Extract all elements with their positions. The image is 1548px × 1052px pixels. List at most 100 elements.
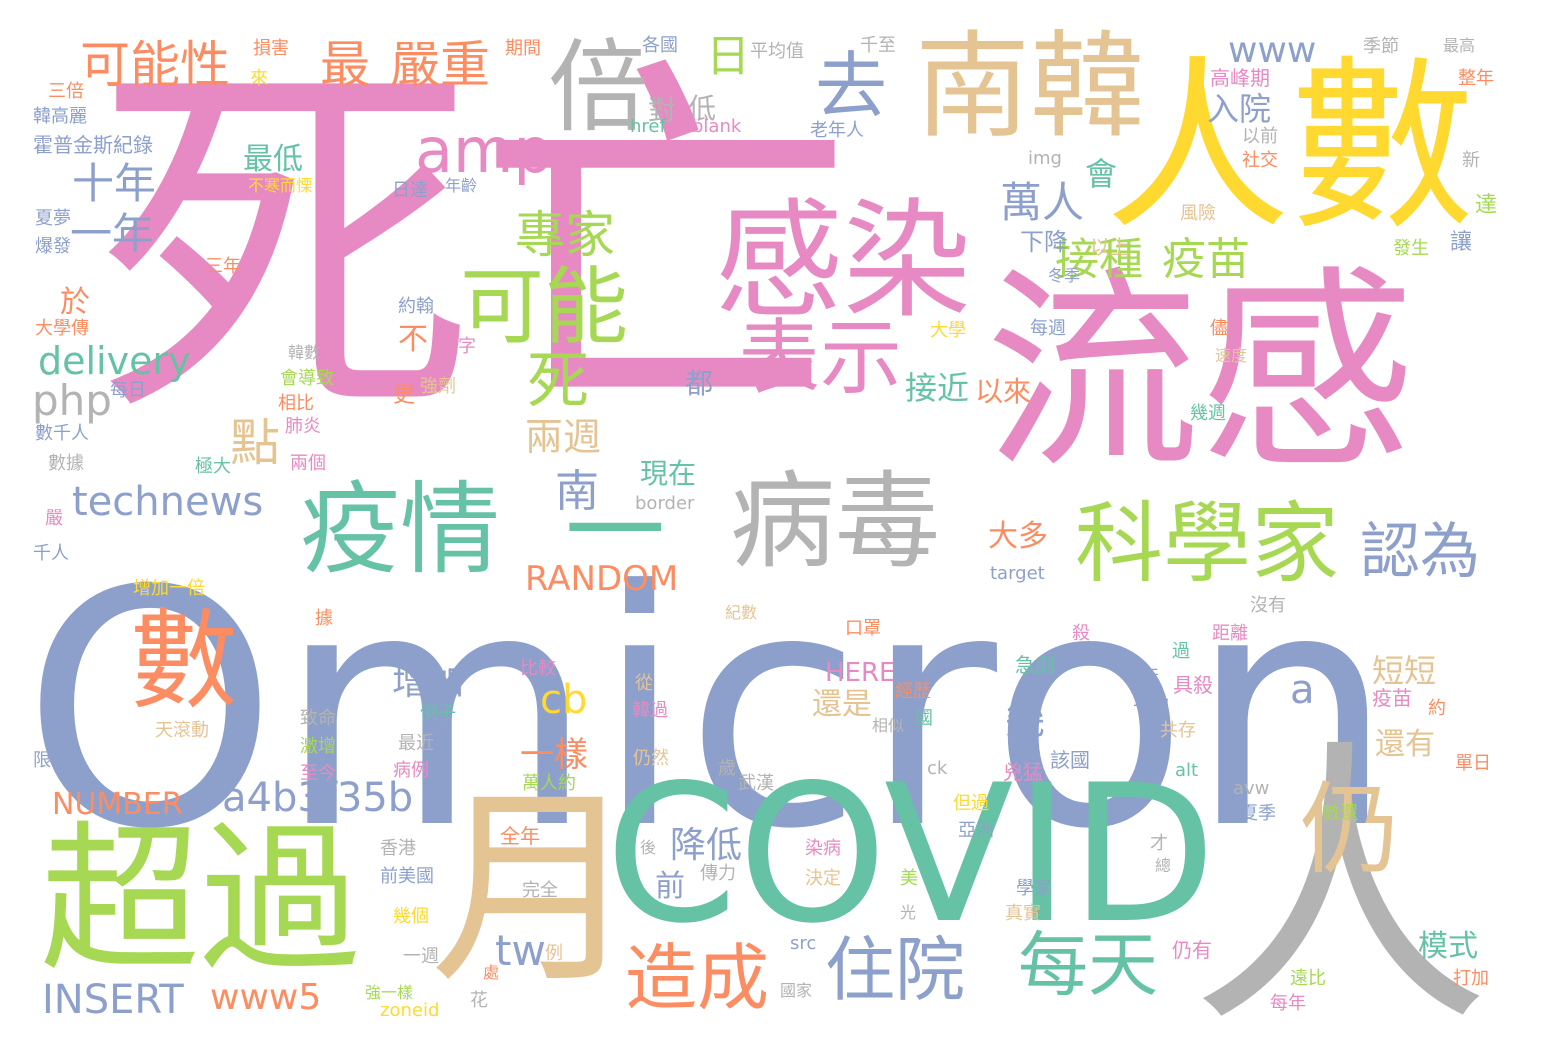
- word: 日: [706, 31, 750, 82]
- word: INSERT: [42, 977, 184, 1023]
- word: 疫苗: [1372, 686, 1412, 710]
- word: 仍有: [1172, 938, 1212, 962]
- word: 人: [1190, 715, 1490, 1052]
- word: 會導致: [280, 368, 334, 389]
- word: zoneid: [380, 1000, 440, 1021]
- word: 平均值: [750, 41, 804, 62]
- word: 每天: [1018, 924, 1158, 1006]
- word: 千人: [33, 543, 69, 564]
- word: 可能性: [80, 36, 230, 94]
- word: 還有: [1375, 727, 1435, 762]
- word: 夏季: [1240, 803, 1276, 824]
- word: delivery: [38, 339, 191, 383]
- word: php: [32, 376, 112, 425]
- word: 天: [1143, 666, 1160, 685]
- word: 疫情: [300, 471, 500, 588]
- word: 紀數: [725, 603, 758, 622]
- word: 共存: [1160, 720, 1196, 741]
- word: 花: [470, 990, 488, 1011]
- word: 數還: [1322, 803, 1358, 824]
- word: 疫苗: [1162, 234, 1250, 285]
- word: 學家: [1016, 878, 1052, 899]
- word: 比較: [520, 658, 556, 679]
- word: 病毒: [730, 461, 941, 583]
- word: 已: [315, 143, 339, 171]
- word: 三年: [205, 256, 241, 277]
- word: 讓: [1450, 230, 1473, 255]
- word: 接近: [905, 369, 970, 407]
- word: 全年: [500, 824, 540, 848]
- word: 對: [648, 94, 677, 127]
- word: 現在: [640, 457, 697, 490]
- word: 染病: [805, 838, 841, 859]
- word: 老年人: [810, 120, 864, 141]
- word: n: [420, 769, 443, 810]
- word: 約: [1428, 698, 1446, 719]
- word: 期間: [505, 38, 541, 59]
- word: 具殺: [1173, 673, 1213, 697]
- word: 新: [1462, 150, 1480, 171]
- word: 急劇: [1015, 653, 1055, 677]
- word: 死: [527, 344, 590, 417]
- word: 來: [250, 68, 268, 89]
- word: 例: [545, 943, 563, 964]
- word: 去: [815, 44, 888, 128]
- word: 夏夢: [35, 208, 71, 229]
- word: 損害: [253, 38, 289, 59]
- word: COVID: [605, 744, 1217, 965]
- word: 嚴重: [390, 36, 490, 94]
- word: 完全: [522, 880, 558, 901]
- word: 千至: [860, 35, 896, 56]
- word: ck: [927, 758, 948, 779]
- word: 於: [60, 285, 90, 320]
- word: 嚴: [45, 508, 63, 529]
- word: 大學傳: [35, 318, 89, 339]
- word: 月: [430, 767, 641, 1012]
- word: target: [990, 563, 1045, 584]
- word: a: [1290, 667, 1315, 713]
- word: 國: [915, 708, 933, 729]
- word: tw: [495, 926, 546, 975]
- word: 該國: [1050, 748, 1090, 772]
- word: 大多: [988, 519, 1048, 554]
- word: 造成: [625, 936, 770, 1020]
- word: 但過: [953, 793, 989, 814]
- word: RANDOM: [525, 559, 679, 599]
- word: 單日: [1455, 753, 1491, 774]
- word: 超過: [40, 806, 361, 993]
- word: 接種: [1055, 234, 1143, 285]
- word: 幾週: [1190, 403, 1226, 424]
- word: 降低: [670, 825, 743, 866]
- word: 南韓: [915, 20, 1146, 154]
- word: href: [630, 116, 666, 137]
- word: 爆發: [35, 236, 71, 257]
- word: 數字: [440, 336, 476, 357]
- word: 都: [685, 367, 714, 400]
- word: 武漢: [738, 773, 774, 794]
- word: 表示: [738, 311, 903, 406]
- word: avw: [1233, 778, 1270, 799]
- word: 光: [900, 903, 917, 922]
- word: 天滾動: [155, 720, 209, 741]
- word: 年齡: [445, 176, 478, 195]
- word: 冬季: [1048, 266, 1081, 285]
- word: 處: [483, 963, 500, 982]
- word: 認為: [1360, 517, 1480, 587]
- word: 前: [655, 869, 685, 904]
- word: 例子: [420, 703, 456, 724]
- word: 數: [130, 599, 239, 724]
- word: 限制: [33, 750, 69, 771]
- word: 倍: [548, 29, 648, 146]
- word: HERE: [825, 658, 896, 688]
- word: 真實: [1005, 903, 1041, 924]
- word: 大學: [930, 320, 966, 341]
- word: 幾個: [393, 906, 429, 927]
- word: 增加一倍: [133, 578, 205, 599]
- word: 以上: [1090, 235, 1130, 259]
- word: 亞洲: [958, 820, 994, 841]
- word: 達: [1475, 193, 1498, 218]
- word: 專家: [515, 206, 615, 264]
- word: 整年: [1458, 68, 1494, 89]
- word: 一樣: [520, 735, 588, 775]
- word: 至今: [300, 763, 336, 784]
